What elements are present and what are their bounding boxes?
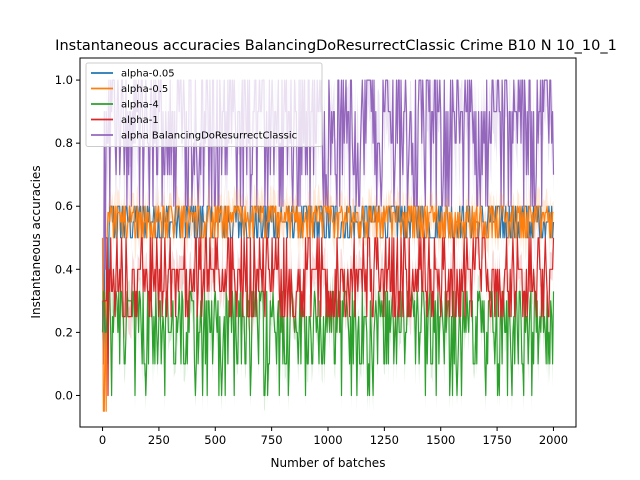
y-tick-label: 1.0 xyxy=(55,73,73,87)
legend-box xyxy=(85,62,323,147)
x-tick-label: 1000 xyxy=(313,433,342,447)
x-tick-label: 1250 xyxy=(370,433,399,447)
x-axis: 0 250 500 750 1000 1250 1500 1750 2000 xyxy=(99,427,568,447)
y-tick-label: 0.2 xyxy=(55,325,73,339)
legend-label: alpha-0.5 xyxy=(121,84,168,95)
x-tick-label: 250 xyxy=(148,433,170,447)
y-tick-label: 0.0 xyxy=(55,388,73,402)
y-axis: 0.0 0.2 0.4 0.6 0.8 1.0 xyxy=(55,73,80,402)
legend: alpha-0.05 alpha-0.5 alpha-4 alpha-1 alpha B… xyxy=(85,62,323,147)
legend-label: alpha-1 xyxy=(121,115,159,126)
legend-label: alpha-4 xyxy=(121,100,159,111)
x-tick-label: 0 xyxy=(99,433,106,447)
legend-label: alpha-0.05 xyxy=(121,69,175,80)
y-tick-label: 0.8 xyxy=(55,136,73,150)
x-tick-label: 1750 xyxy=(482,433,511,447)
x-tick-label: 750 xyxy=(261,433,283,447)
y-tick-label: 0.6 xyxy=(55,199,73,213)
series-line xyxy=(102,237,555,397)
legend-label: alpha BalancingDoResurrectClassic xyxy=(121,131,297,142)
x-tick-label: 1500 xyxy=(426,433,455,447)
x-tick-label: 2000 xyxy=(539,433,568,447)
series-line xyxy=(101,205,554,412)
x-axis-label: Number of batches xyxy=(271,456,386,470)
y-axis-label: Instantaneous accuracies xyxy=(29,165,43,318)
chart-title: Instantaneous accuracies BalancingDoResu… xyxy=(55,38,617,54)
series-band xyxy=(102,182,554,412)
x-tick-label: 500 xyxy=(204,433,226,447)
y-tick-label: 0.4 xyxy=(55,262,73,276)
